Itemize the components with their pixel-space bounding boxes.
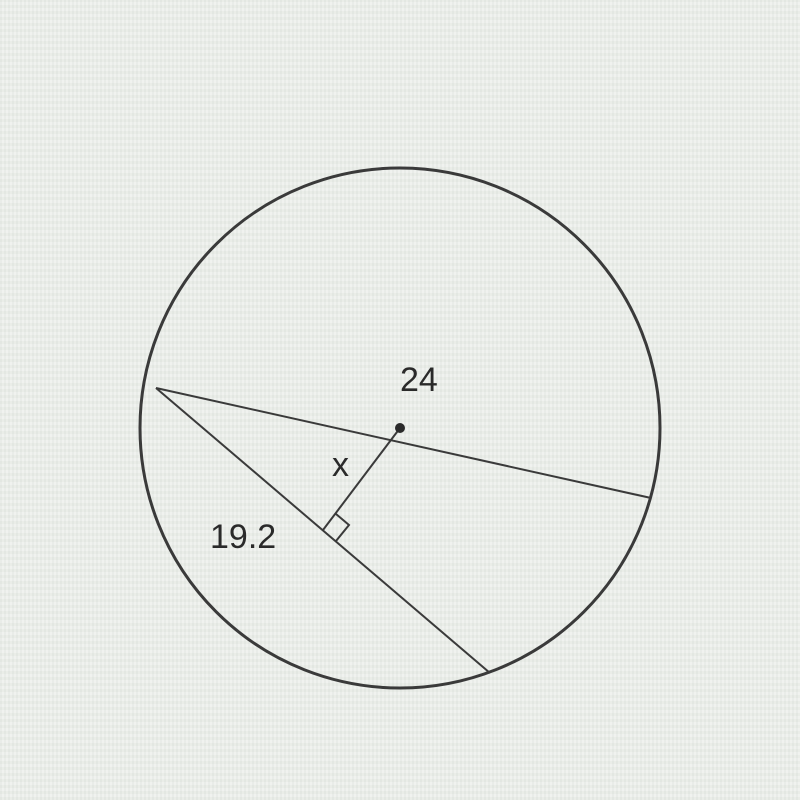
diameter-label: 24: [400, 361, 438, 400]
circle-svg: [120, 148, 680, 708]
diameter-line: [156, 388, 651, 498]
chord-line: [156, 388, 490, 673]
right-angle-marker: [336, 514, 349, 541]
geometry-diagram: 24 x 19.2: [120, 148, 680, 708]
center-point: [395, 423, 405, 433]
chord-label: 19.2: [210, 518, 276, 557]
perpendicular-label: x: [332, 446, 349, 485]
